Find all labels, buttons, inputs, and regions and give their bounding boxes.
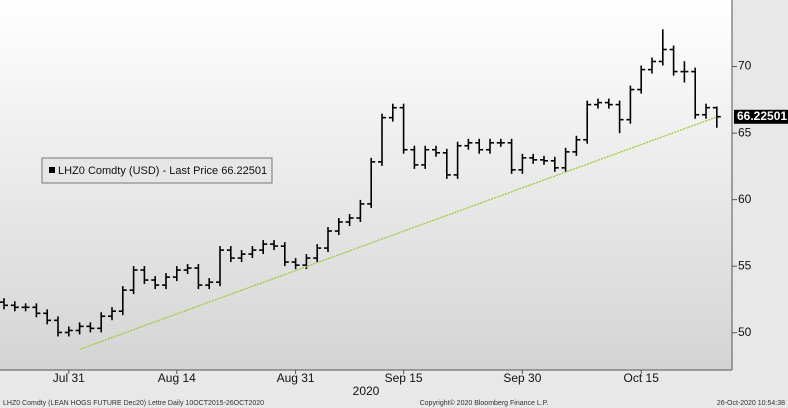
x-tick-label: Sep 15 xyxy=(385,371,423,385)
legend-text: LHZ0 Comdty (USD) - Last Price 66.22501 xyxy=(58,165,267,177)
footer-right: 26-Oct-2020 10:54:38 xyxy=(717,400,785,407)
x-tick-label: Sep 30 xyxy=(503,371,541,385)
y-tick-label: 50 xyxy=(738,325,752,339)
year-label: 2020 xyxy=(353,384,380,398)
x-tick-label: Aug 31 xyxy=(277,371,315,385)
last-price-label: 66.22501 xyxy=(737,109,787,123)
trend-line xyxy=(79,116,718,350)
legend-marker xyxy=(49,167,55,173)
x-tick-label: Aug 14 xyxy=(158,371,196,385)
footer-center: Copyright© 2020 Bloomberg Finance L.P. xyxy=(420,399,549,407)
last-price-box xyxy=(734,109,788,124)
x-tick-label: Jul 31 xyxy=(53,371,85,385)
x-tick-label: Oct 15 xyxy=(624,371,660,385)
y-tick-label: 55 xyxy=(738,258,752,272)
y-tick-label: 60 xyxy=(738,192,752,206)
footer-left: LHZ0 Comdty (LEAN HOGS FUTURE Dec20) Let… xyxy=(3,400,264,407)
plot-area xyxy=(0,0,732,370)
legend-box xyxy=(41,157,273,184)
legend: LHZ0 Comdty (USD) - Last Price 66.22501 xyxy=(41,157,273,184)
y-tick-label: 70 xyxy=(738,59,752,73)
y-tick-label: 65 xyxy=(738,125,752,139)
